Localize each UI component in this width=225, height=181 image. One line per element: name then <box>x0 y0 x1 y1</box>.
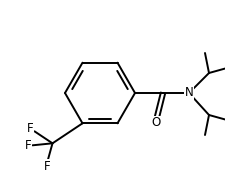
Text: F: F <box>25 139 32 152</box>
Text: N: N <box>185 87 193 100</box>
Text: F: F <box>44 160 51 173</box>
Text: F: F <box>27 122 34 135</box>
Text: O: O <box>151 117 161 129</box>
